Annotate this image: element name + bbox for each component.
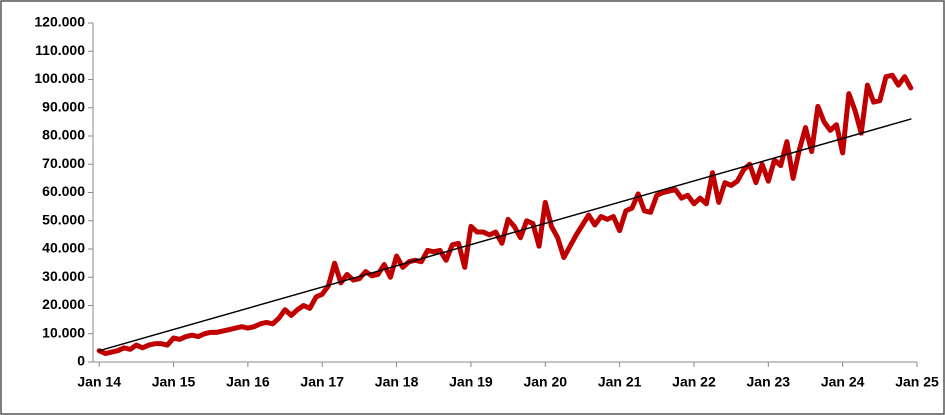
- y-tick-label: 70.000: [42, 155, 85, 171]
- y-tick-label: 30.000: [42, 268, 85, 284]
- x-tick-label: Jan 14: [77, 374, 121, 390]
- y-tick-label: 0: [77, 353, 85, 369]
- y-tick-label: 100.000: [34, 70, 85, 86]
- x-tick-label: Jan 22: [672, 374, 716, 390]
- x-tick-label: Jan 24: [821, 374, 865, 390]
- y-tick-label: 40.000: [42, 240, 85, 256]
- x-tick-label: Jan 20: [523, 374, 567, 390]
- y-tick-label: 60.000: [42, 183, 85, 199]
- x-tick-label: Jan 17: [300, 374, 344, 390]
- trend-line: [98, 118, 912, 352]
- y-tick-label: 50.000: [42, 211, 85, 227]
- y-tick-label: 10.000: [42, 324, 85, 340]
- x-tick-label: Jan 23: [747, 374, 791, 390]
- x-tick-label: Jan 18: [375, 374, 419, 390]
- x-tick-label: Jan 15: [152, 374, 196, 390]
- y-tick-label: 120.000: [34, 14, 85, 30]
- y-tick-label: 110.000: [35, 42, 85, 58]
- x-tick-label: Jan 21: [598, 374, 642, 390]
- data-line: [96, 72, 914, 357]
- x-tick-label: Jan 25: [895, 374, 939, 390]
- y-tick-label: 20.000: [42, 296, 85, 312]
- x-tick-label: Jan 19: [449, 374, 493, 390]
- y-tick-label: 90.000: [42, 98, 85, 114]
- x-tick-label: Jan 16: [226, 374, 270, 390]
- y-tick-label: 80.000: [42, 127, 85, 143]
